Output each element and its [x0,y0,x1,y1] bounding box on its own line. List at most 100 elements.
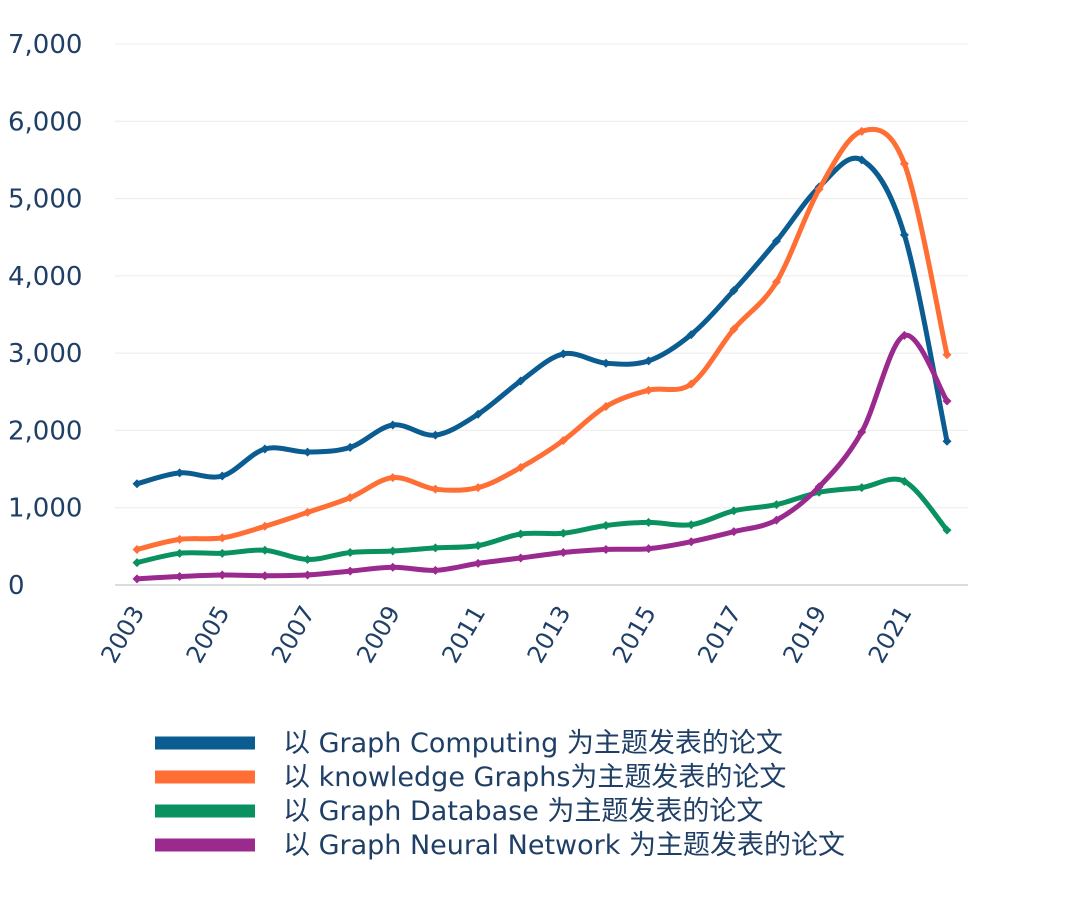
x-tick-label: 2021 [863,601,918,668]
data-point [132,558,142,568]
data-point [516,463,526,473]
data-point [857,427,867,437]
data-point [473,409,483,419]
data-point [217,471,227,481]
data-point [857,483,867,493]
data-point [899,330,909,340]
data-point [942,350,952,360]
legend-item: 以 Graph Neural Network 为主题发表的论文 [155,830,845,861]
series-line [134,476,950,566]
data-point [473,541,483,551]
data-point [430,430,440,440]
data-point [260,521,270,531]
x-tick-label: 2017 [692,601,747,668]
data-point [430,565,440,575]
data-point [729,286,739,296]
data-point [260,571,270,581]
data-point [644,517,654,527]
legend-label: 以 Graph Database 为主题发表的论文 [283,796,763,827]
data-point [260,444,270,454]
data-point [260,545,270,555]
data-point [516,529,526,539]
y-tick-label: 6,000 [8,107,82,137]
data-point [729,527,739,537]
data-point [303,507,313,517]
data-point [217,570,227,580]
y-tick-label: 5,000 [8,185,82,215]
data-point [942,436,952,446]
data-point [345,566,355,576]
data-point [132,479,142,489]
x-tick-label: 2009 [351,601,406,668]
x-tick-label: 2007 [266,601,321,668]
x-tick-label: 2013 [522,601,577,668]
data-point [430,484,440,494]
data-point [814,482,824,492]
data-point [558,548,568,558]
x-tick-label: 2011 [436,601,491,668]
series-line [134,126,950,552]
data-point [303,447,313,457]
data-point [345,442,355,452]
data-point [175,571,185,581]
data-point [345,493,355,503]
legend-item: 以 knowledge Graphs为主题发表的论文 [155,762,786,793]
data-point [644,544,654,554]
data-point [644,356,654,366]
data-point [899,476,909,486]
data-point [388,420,398,430]
y-tick-label: 7,000 [8,30,82,60]
data-point [729,324,739,334]
data-point [686,330,696,340]
y-tick-label: 4,000 [8,262,82,292]
series-lines [132,126,952,584]
data-point [601,401,611,411]
y-axis-tick-labels: 0 1,000 2,000 3,000 4,000 5,000 6,000 7,000 [8,30,82,601]
series-2 [132,126,952,554]
data-point [558,435,568,445]
data-point [942,396,952,406]
data-point [345,548,355,558]
data-point [686,520,696,530]
y-tick-label: 1,000 [8,494,82,524]
data-point [686,537,696,547]
y-tick-label: 3,000 [8,339,82,369]
data-point [899,230,909,240]
data-point [473,558,483,568]
data-point [303,570,313,580]
data-point [771,277,781,287]
series-line [134,332,950,582]
x-tick-label: 2003 [95,601,150,668]
data-point [388,473,398,483]
data-point [388,546,398,556]
data-point [771,500,781,510]
data-point [601,358,611,368]
data-point [771,236,781,246]
legend-item: 以 Graph Computing 为主题发表的论文 [155,728,783,759]
data-point [644,385,654,395]
series-4 [132,330,952,584]
data-point [558,528,568,538]
data-point [516,376,526,386]
legend-label: 以 knowledge Graphs为主题发表的论文 [283,762,786,793]
gridlines [115,43,968,509]
data-point [388,562,398,572]
data-point [132,574,142,584]
data-point [686,379,696,389]
data-point [217,548,227,558]
data-point [175,548,185,558]
data-point [857,126,867,136]
data-point [771,515,781,525]
data-point [430,543,440,553]
data-point [942,525,952,535]
x-tick-label: 2015 [607,601,662,668]
data-point [132,544,142,554]
data-point [217,533,227,543]
y-tick-label: 2,000 [8,416,82,446]
data-point [516,553,526,563]
data-point [899,159,909,169]
data-point [601,520,611,530]
